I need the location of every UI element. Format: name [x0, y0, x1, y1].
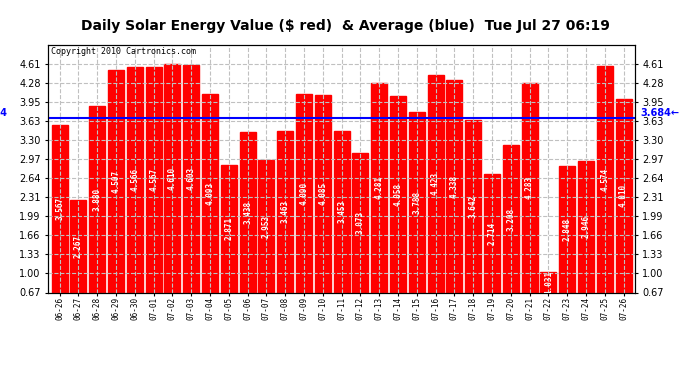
Text: 2.953: 2.953 [262, 215, 271, 238]
Bar [70, 200, 86, 292]
Bar [146, 67, 161, 292]
Text: 4.423: 4.423 [431, 172, 440, 195]
Text: 4.566: 4.566 [130, 168, 139, 191]
Bar [239, 132, 255, 292]
Text: 4.085: 4.085 [318, 182, 327, 205]
Bar [503, 146, 519, 292]
Text: 4.610: 4.610 [168, 167, 177, 190]
Text: 4.281: 4.281 [375, 176, 384, 200]
Text: 2.848: 2.848 [562, 218, 571, 241]
Text: 4.090: 4.090 [299, 182, 308, 205]
Bar [390, 96, 406, 292]
Bar [333, 131, 350, 292]
Text: 2.714: 2.714 [487, 222, 496, 245]
Text: 4.574: 4.574 [600, 168, 609, 191]
Text: 2.871: 2.871 [224, 217, 233, 240]
Text: 4.093: 4.093 [206, 182, 215, 205]
Bar [164, 64, 180, 292]
Bar [296, 94, 312, 292]
Text: 3.642: 3.642 [469, 195, 477, 218]
Bar [578, 160, 594, 292]
Text: 4.058: 4.058 [393, 183, 402, 206]
Text: 4.338: 4.338 [450, 175, 459, 198]
Text: 3.453: 3.453 [337, 200, 346, 223]
Text: 1.031: 1.031 [544, 270, 553, 294]
Bar [127, 67, 143, 292]
Text: 4.283: 4.283 [525, 176, 534, 200]
Text: Copyright 2010 Cartronics.com: Copyright 2010 Cartronics.com [51, 48, 196, 57]
Text: 3.438: 3.438 [243, 201, 252, 224]
Bar [428, 75, 444, 292]
Text: →3.684: →3.684 [0, 108, 7, 118]
Text: 3.073: 3.073 [356, 211, 365, 234]
Bar [559, 166, 575, 292]
Bar [465, 120, 481, 292]
Bar [522, 83, 538, 292]
Bar [315, 94, 331, 292]
Bar [277, 130, 293, 292]
Text: 2.267: 2.267 [74, 235, 83, 258]
Text: 3.684←: 3.684← [641, 108, 680, 118]
Text: 3.463: 3.463 [281, 200, 290, 223]
Text: 4.603: 4.603 [187, 167, 196, 190]
Text: 4.010: 4.010 [619, 184, 628, 207]
Text: 2.946: 2.946 [582, 215, 591, 238]
Bar [221, 165, 237, 292]
Bar [484, 174, 500, 292]
Bar [540, 272, 556, 292]
Bar [408, 112, 425, 292]
Bar [615, 99, 631, 292]
Bar [202, 94, 218, 292]
Text: 3.880: 3.880 [92, 188, 101, 211]
Bar [353, 153, 368, 292]
Text: 3.208: 3.208 [506, 207, 515, 231]
Bar [597, 66, 613, 292]
Text: Daily Solar Energy Value ($ red)  & Average (blue)  Tue Jul 27 06:19: Daily Solar Energy Value ($ red) & Avera… [81, 19, 609, 33]
Bar [108, 70, 124, 292]
Bar [446, 80, 462, 292]
Bar [52, 124, 68, 292]
Bar [258, 160, 275, 292]
Text: 4.567: 4.567 [149, 168, 158, 191]
Bar [183, 64, 199, 292]
Text: 3.567: 3.567 [55, 197, 64, 220]
Bar [371, 83, 387, 292]
Text: 4.507: 4.507 [112, 170, 121, 193]
Bar [89, 106, 105, 292]
Text: 3.788: 3.788 [412, 190, 421, 214]
